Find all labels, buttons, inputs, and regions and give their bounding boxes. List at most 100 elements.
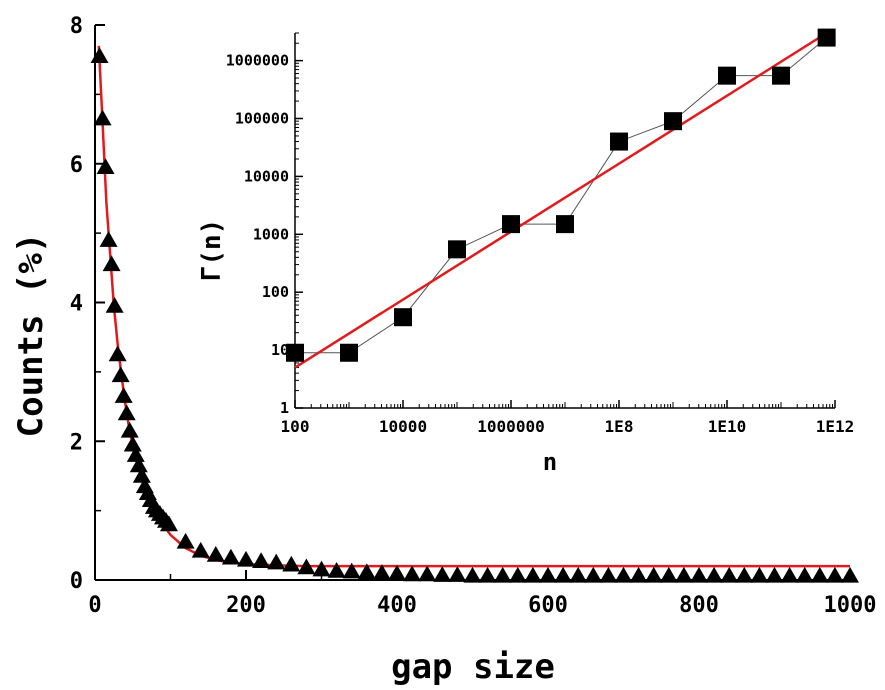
inset-y-tick-label: 1000 (253, 225, 289, 243)
main-data-point (780, 566, 799, 583)
inset-data-point (664, 112, 682, 131)
main-data-point (99, 231, 118, 247)
inset-x-tick-label: 1000000 (477, 417, 544, 436)
main-x-tick-label: 600 (528, 593, 568, 618)
main-data-point (105, 296, 124, 313)
main-data-point (237, 550, 255, 567)
main-data-point (463, 566, 482, 583)
main-data-point (418, 565, 437, 582)
main-data-point (126, 446, 145, 462)
main-data-point (111, 366, 130, 383)
main-data-point (478, 566, 497, 583)
main-data-point (705, 566, 724, 583)
main-data-point (114, 387, 133, 403)
main-data-point (659, 566, 678, 583)
main-data-point (448, 566, 467, 582)
main-x-tick-label: 1000 (824, 593, 877, 618)
main-data-point (644, 566, 663, 583)
main-data-point (599, 566, 618, 583)
main-chart: 0 200 400 600 800 1000 0 2 4 6 8 gap size Counts … (11, 14, 876, 687)
main-data-point (569, 566, 588, 583)
inset-chart: 100 10000 1000000 1E8 1E10 1E12 1 10 100 1000 100… (197, 28, 855, 476)
main-data-point (539, 566, 557, 583)
main-x-axis-title: gap size (391, 647, 555, 687)
main-x-tick-label: 800 (679, 593, 719, 618)
main-y-axis-title: Counts (%) (11, 233, 51, 438)
main-data-point (267, 553, 286, 570)
main-data-point (93, 109, 112, 126)
inset-x-tick-label: 1E10 (708, 417, 747, 436)
inset-data-point (772, 66, 790, 85)
main-data-point (312, 560, 331, 577)
main-data-point (252, 552, 271, 569)
main-data-point (90, 47, 109, 63)
main-data-point (493, 566, 512, 583)
main-data-point (765, 566, 784, 583)
inset-y-tick-label: 10000 (244, 167, 289, 185)
inset-x-tick-label: 1E8 (605, 417, 634, 436)
main-data-point (108, 345, 127, 362)
main-x-tick-label: 0 (88, 593, 101, 618)
inset-data-point (817, 28, 836, 47)
main-data-point (508, 566, 527, 583)
main-data-point (221, 548, 240, 565)
main-data-point (123, 435, 142, 452)
inset-data-point (556, 215, 574, 234)
main-data-point (132, 466, 151, 483)
main-data-point (825, 566, 844, 583)
main-y-tick-label: 4 (70, 292, 83, 317)
inset-data-point (394, 308, 412, 327)
main-y-tick-label: 6 (70, 153, 83, 178)
inset-data-point (340, 343, 358, 362)
inset-data-point (718, 66, 736, 85)
inset-x-tick-label: 10000 (379, 417, 427, 436)
inset-y-tick-label: 1 (280, 399, 289, 417)
main-y-tick-label: 0 (70, 569, 83, 594)
main-data-point (795, 566, 814, 583)
inset-data-point (286, 343, 304, 362)
inset-y-tick-label: 1000000 (226, 52, 289, 70)
main-data-point (735, 566, 754, 583)
main-data-point (96, 158, 115, 174)
main-data-point (129, 456, 148, 473)
inset-y-axis-title: Γ(n) (197, 219, 227, 282)
inset-x-tick-label: 100 (281, 417, 310, 436)
main-y-tick-label: 2 (70, 430, 83, 455)
main-fit-line (97, 45, 850, 568)
main-data-point (102, 255, 121, 272)
inset-data-point (502, 215, 520, 234)
main-data-point (282, 555, 301, 572)
inset-y-tick-label: 10 (271, 341, 289, 359)
main-data-point (372, 564, 391, 580)
main-x-tick-label: 400 (377, 593, 417, 618)
inset-x-axis-title: n (543, 448, 557, 476)
main-data-point (584, 566, 603, 583)
main-data-point (117, 404, 136, 421)
main-data-point (403, 565, 422, 582)
main-data-point (690, 566, 708, 583)
main-data-point (433, 566, 452, 582)
inset-y-tick-label: 100 (262, 283, 289, 301)
main-data-point (159, 515, 178, 532)
main-data-point (120, 421, 139, 438)
inset-data-point (448, 240, 466, 259)
main-data-point (750, 566, 769, 583)
main-data-point (342, 562, 361, 579)
main-data-point (206, 546, 225, 562)
main-data-point (841, 566, 859, 583)
inset-fit-line (294, 31, 828, 369)
main-data-point (810, 566, 829, 583)
main-data-point (674, 566, 693, 583)
main-y-tick-label: 8 (70, 14, 83, 39)
main-data-point (191, 541, 210, 558)
main-data-point (614, 566, 633, 583)
main-data-point (720, 566, 739, 583)
inset-y-tick-label: 100000 (235, 110, 289, 128)
main-data-point (327, 561, 346, 578)
main-data-point (523, 566, 542, 583)
inset-x-tick-label: 1E12 (816, 417, 855, 436)
main-data-point (629, 566, 648, 583)
main-x-tick-label: 200 (226, 593, 266, 618)
main-data-point (554, 566, 573, 583)
main-data-point (297, 558, 316, 575)
